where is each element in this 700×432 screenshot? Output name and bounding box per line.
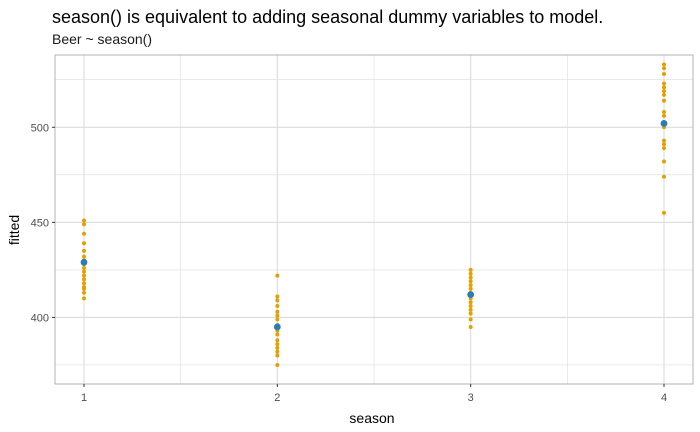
observed-point	[468, 304, 473, 309]
observed-point	[468, 275, 473, 280]
observed-point	[82, 277, 86, 282]
observed-point	[662, 113, 666, 118]
observed-point	[468, 279, 473, 284]
x-tick-label: 3	[468, 392, 474, 404]
observed-point	[662, 138, 666, 143]
observed-point	[662, 159, 666, 164]
fitted-point	[273, 323, 281, 331]
observed-point	[468, 317, 473, 322]
chart-title: season() is equivalent to adding seasona…	[52, 7, 604, 27]
x-tick-label: 1	[81, 392, 87, 404]
observed-point	[662, 98, 666, 103]
observed-point	[468, 271, 473, 276]
observed-point	[82, 286, 86, 291]
fitted-point	[467, 291, 475, 299]
observed-point	[275, 338, 280, 343]
observed-point	[662, 85, 666, 90]
observed-point	[82, 248, 86, 253]
observed-point	[275, 317, 280, 322]
observed-point	[468, 311, 473, 316]
observed-point	[662, 174, 666, 179]
observed-point	[275, 273, 280, 278]
observed-point	[662, 92, 666, 97]
observed-point	[82, 231, 86, 236]
panel-border	[54, 54, 694, 385]
observed-point	[82, 265, 86, 270]
observed-point	[275, 332, 280, 337]
observed-point	[82, 281, 86, 286]
observed-point	[82, 273, 86, 278]
grid-layer	[54, 54, 694, 385]
observed-point	[275, 309, 280, 314]
observed-point	[662, 66, 666, 71]
observed-point	[662, 142, 666, 147]
observed-point	[275, 349, 280, 354]
observed-point	[662, 210, 666, 215]
observed-point	[662, 62, 666, 67]
x-tick-label: 4	[661, 392, 667, 404]
y-tick-label: 400	[31, 312, 49, 324]
observed-point	[662, 89, 666, 94]
observed-point	[275, 304, 280, 309]
observed-point	[275, 362, 280, 367]
axis-layer: 400 450 500 1 2 3 4	[31, 122, 667, 404]
observed-point	[82, 241, 86, 246]
observed-point	[662, 72, 666, 77]
observed-point	[468, 283, 473, 288]
observed-point	[662, 146, 666, 151]
observed-point	[468, 300, 473, 305]
observed-point	[275, 342, 280, 347]
observed-point	[468, 324, 473, 329]
fitted-point	[80, 258, 88, 266]
observed-point	[275, 313, 280, 318]
observed-point	[468, 286, 473, 291]
observed-point	[82, 290, 86, 295]
observed-point	[82, 269, 86, 274]
fitted-point	[660, 120, 668, 127]
observed-point	[662, 81, 666, 86]
observed-point	[275, 345, 280, 350]
fitted-points-layer	[80, 120, 668, 331]
y-tick-label: 450	[31, 217, 49, 229]
y-axis-title: fitted	[6, 215, 22, 245]
chart-subtitle: Beer ~ season()	[52, 31, 152, 47]
observed-point	[82, 254, 86, 259]
observed-point	[275, 298, 280, 303]
x-axis-title: season	[349, 410, 394, 426]
observed-point	[82, 222, 86, 227]
y-tick-label: 500	[31, 122, 49, 134]
observed-point	[275, 294, 280, 299]
observed-point	[275, 353, 280, 358]
observed-point	[82, 218, 86, 223]
observed-point	[468, 267, 473, 272]
x-tick-label: 2	[274, 392, 280, 404]
observed-point	[468, 307, 473, 312]
observed-point	[662, 110, 666, 115]
observed-point	[82, 296, 86, 301]
